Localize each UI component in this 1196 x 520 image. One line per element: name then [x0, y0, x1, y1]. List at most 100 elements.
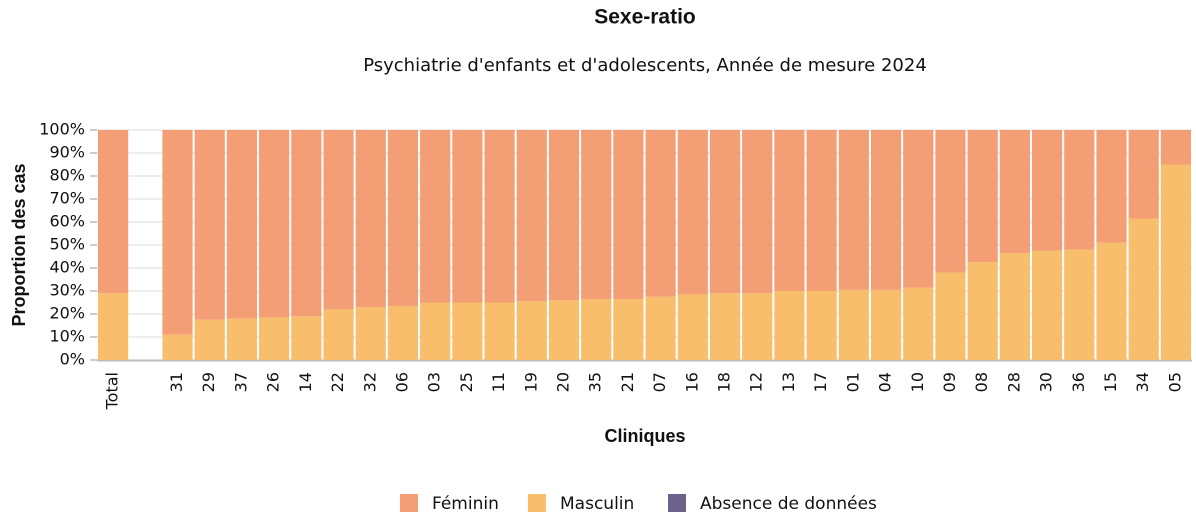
- bar-segment: [194, 130, 225, 320]
- x-tick-label: 14: [296, 372, 315, 392]
- legend-swatch: [528, 494, 546, 512]
- y-tick-label: 70%: [49, 189, 85, 208]
- chart-title: Sexe-ratio: [594, 6, 696, 29]
- x-tick-label: 18: [715, 372, 734, 392]
- bar-segment: [355, 307, 386, 360]
- bar-segment: [548, 130, 580, 301]
- bar-segment: [806, 130, 837, 291]
- legend-label: Féminin: [432, 494, 499, 514]
- bar-segment: [516, 130, 547, 302]
- bar-segment: [774, 130, 805, 291]
- x-tick-label: 36: [1069, 372, 1088, 392]
- x-tick-label: 22: [328, 372, 347, 392]
- x-tick-label: 12: [747, 372, 766, 392]
- bar-segment: [420, 302, 451, 360]
- bar-segment: [967, 262, 998, 360]
- bar-segment: [291, 316, 322, 360]
- bar-segment: [613, 130, 644, 300]
- bar-segment: [1096, 242, 1127, 360]
- x-axis-title: Cliniques: [604, 426, 685, 446]
- x-tick-label: 06: [392, 372, 411, 392]
- y-tick-label: 60%: [49, 212, 85, 231]
- bar-segment: [677, 294, 708, 360]
- x-tick-label: 21: [618, 372, 637, 392]
- bar-segment: [903, 287, 934, 360]
- x-tick-label: 17: [811, 372, 830, 392]
- bar-segment: [194, 319, 225, 360]
- y-tick-label: 40%: [49, 258, 85, 277]
- x-tick-label: 30: [1037, 372, 1056, 392]
- bar-segment: [1096, 130, 1127, 243]
- bar-segment: [452, 302, 483, 360]
- bar-segment: [709, 130, 741, 294]
- bar-segment: [226, 130, 258, 319]
- x-tick-label: 11: [489, 372, 508, 392]
- bar-segment: [935, 130, 966, 273]
- bar-segment: [903, 130, 934, 288]
- x-tick-label: 29: [199, 372, 218, 392]
- x-tick-label: 35: [586, 372, 605, 392]
- bar-segment: [484, 130, 515, 303]
- x-tick-label: 20: [553, 372, 572, 392]
- x-tick-label: 32: [360, 372, 379, 392]
- y-tick-label: 80%: [49, 166, 85, 185]
- bar-segment: [516, 301, 547, 360]
- x-tick-label: 09: [940, 372, 959, 392]
- x-tick-label: 37: [231, 372, 250, 392]
- x-tick-label: 34: [1133, 372, 1152, 392]
- bar-segment: [806, 291, 837, 360]
- bar-segment: [1128, 130, 1159, 219]
- bar-segment: [999, 253, 1030, 360]
- bar-segment: [355, 130, 386, 308]
- x-tick-label: 25: [457, 372, 476, 392]
- bar-segment: [677, 130, 708, 295]
- x-tick-label: 26: [264, 372, 283, 392]
- y-tick-label: 50%: [49, 235, 85, 254]
- y-axis-title: Proportion des cas: [9, 163, 29, 326]
- bar-segment: [967, 130, 998, 263]
- bar-segment: [259, 130, 290, 318]
- legend-label: Masculin: [560, 494, 634, 514]
- x-tick-label: 04: [876, 372, 895, 392]
- bar-segment: [742, 293, 773, 360]
- bar-segment: [838, 130, 869, 290]
- bar-segment: [645, 130, 676, 297]
- y-tick-label: 100%: [39, 120, 85, 139]
- x-tick-label: 01: [843, 372, 862, 392]
- x-tick-label: 16: [682, 372, 701, 392]
- x-tick-label: 15: [1101, 372, 1120, 392]
- y-tick-label: 10%: [49, 327, 85, 346]
- bar-segment: [774, 291, 805, 360]
- bar-segment: [387, 305, 419, 360]
- bar-segment: [709, 293, 741, 360]
- bar-segment: [548, 300, 580, 360]
- x-tick-label: 13: [779, 372, 798, 392]
- bar-segment: [1160, 130, 1191, 165]
- bar-segment: [870, 289, 902, 360]
- x-tick-label: 31: [167, 372, 186, 392]
- x-tick-label: 19: [521, 372, 540, 392]
- bar-segment: [452, 130, 483, 303]
- bar-segment: [645, 296, 676, 360]
- bar-segment: [999, 130, 1030, 254]
- legend-label: Absence de données: [700, 494, 877, 514]
- x-tick-label: 07: [650, 372, 669, 392]
- bar-segment: [98, 293, 129, 360]
- bar-segment: [162, 334, 193, 360]
- chart-subtitle: Psychiatrie d'enfants et d'adolescents, …: [363, 55, 927, 76]
- bar-segment: [581, 130, 612, 300]
- bar-segment: [1128, 218, 1159, 360]
- legend-swatch: [668, 494, 686, 512]
- bar-segment: [613, 299, 644, 360]
- bar-segment: [291, 130, 322, 317]
- bar-segment: [323, 309, 354, 360]
- bar-segment: [742, 130, 773, 294]
- bar-segment: [935, 272, 966, 360]
- bar-segment: [838, 289, 869, 360]
- x-tick-label: 10: [908, 372, 927, 392]
- x-tick-label: Total: [103, 372, 122, 410]
- bar-segment: [870, 130, 902, 290]
- bar-segment: [1064, 130, 1095, 250]
